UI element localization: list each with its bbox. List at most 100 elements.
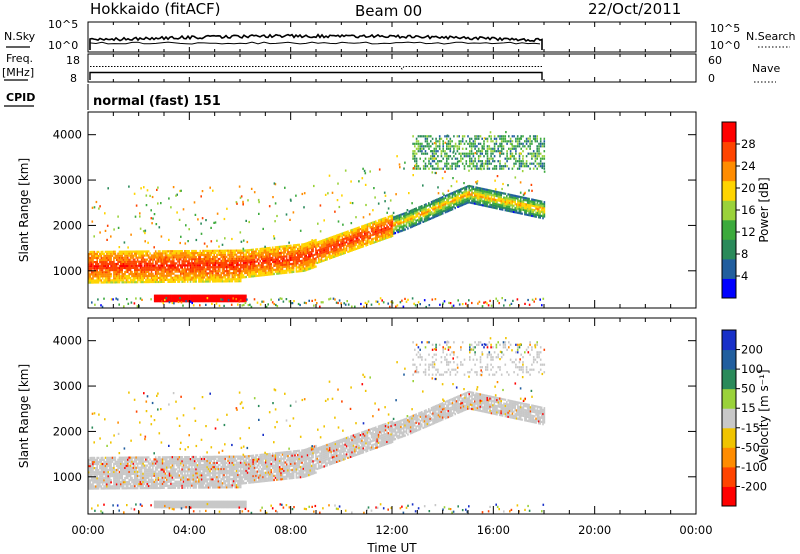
power-cell xyxy=(447,195,450,198)
power-cell xyxy=(225,270,228,273)
power-cell xyxy=(419,157,421,160)
power-cell xyxy=(150,268,153,271)
power-cell xyxy=(412,210,415,213)
power-cell xyxy=(416,219,419,222)
power-cell xyxy=(532,167,535,170)
power-cell xyxy=(327,253,330,256)
power-cell xyxy=(224,300,227,303)
power-cell xyxy=(344,303,347,306)
power-cell xyxy=(468,169,470,172)
power-cell xyxy=(368,231,370,234)
power-cell xyxy=(217,274,220,277)
power-cell xyxy=(96,265,98,268)
power-cell xyxy=(365,240,367,243)
power-cell xyxy=(338,243,341,246)
power-cell xyxy=(531,214,533,217)
power-cell xyxy=(213,255,215,259)
power-cell xyxy=(99,265,101,268)
power-cell xyxy=(263,259,266,262)
power-cell xyxy=(536,203,539,206)
power-cell xyxy=(189,298,191,301)
power-cell xyxy=(483,204,486,207)
power-cell xyxy=(475,186,477,189)
power-cell xyxy=(525,213,528,216)
power-cell xyxy=(184,254,186,257)
power-cell xyxy=(397,214,399,217)
power-cell xyxy=(317,255,320,258)
power-cell xyxy=(483,142,485,145)
power-cell xyxy=(157,254,160,257)
power-cell xyxy=(164,296,166,299)
power-cell xyxy=(145,204,148,207)
power-cell xyxy=(477,147,480,150)
power-cell xyxy=(206,276,208,279)
power-cell xyxy=(481,145,483,148)
power-cell xyxy=(499,193,501,196)
power-cell xyxy=(266,257,268,260)
power-cell xyxy=(90,250,93,253)
power-cell xyxy=(488,167,491,170)
power-cell xyxy=(160,256,163,259)
power-cell xyxy=(316,249,319,252)
power-cell xyxy=(299,247,302,250)
power-cell xyxy=(127,254,129,257)
power-cell xyxy=(127,279,129,282)
power-cell xyxy=(161,274,164,277)
power-cell xyxy=(382,234,384,237)
power-cell xyxy=(398,222,401,225)
power-cell xyxy=(506,199,508,202)
power-cell xyxy=(269,246,271,249)
power-cell xyxy=(347,236,349,239)
power-cell xyxy=(368,213,371,216)
power-cell xyxy=(354,236,356,239)
power-cell xyxy=(205,260,207,263)
power-cell xyxy=(113,279,115,282)
power-cell xyxy=(245,265,247,268)
power-cell xyxy=(135,268,137,271)
power-cell xyxy=(525,162,528,165)
power-cell xyxy=(474,165,476,168)
power-cell xyxy=(454,162,457,165)
power-cell xyxy=(227,274,229,277)
power-cell xyxy=(305,302,307,305)
power-cell xyxy=(486,140,489,143)
power-cell xyxy=(207,249,210,252)
power-cell xyxy=(125,264,128,267)
power-cell xyxy=(295,262,298,265)
power-cell xyxy=(436,206,438,209)
power-cell xyxy=(294,258,296,261)
power-cell xyxy=(140,250,143,253)
power-cell xyxy=(160,298,162,301)
power-cell xyxy=(404,228,406,231)
power-cell xyxy=(235,298,237,301)
power-cell xyxy=(337,244,339,247)
power-cell xyxy=(461,147,464,150)
power-cell xyxy=(433,211,436,215)
power-cell xyxy=(380,222,383,225)
power-cell xyxy=(486,137,489,140)
power-cell xyxy=(200,262,203,265)
power-cell xyxy=(223,276,225,279)
power-cell xyxy=(222,294,224,297)
power-cell xyxy=(383,235,385,238)
power-cell xyxy=(110,279,112,282)
power-cell xyxy=(493,204,496,207)
power-cell xyxy=(131,264,133,267)
power-cell xyxy=(182,260,185,263)
power-cell xyxy=(383,191,386,194)
power-cell xyxy=(415,152,418,155)
power-cell xyxy=(489,131,492,134)
power-cell xyxy=(430,140,432,143)
power-cell xyxy=(241,274,243,277)
power-cell xyxy=(536,199,539,202)
power-cell xyxy=(281,251,284,254)
power-cell xyxy=(336,246,338,249)
power-cell xyxy=(239,274,242,277)
power-cell xyxy=(231,237,233,241)
power-cell xyxy=(106,279,108,282)
power-cell xyxy=(535,211,537,214)
power-cell xyxy=(157,296,160,299)
power-cell xyxy=(202,249,204,252)
power-cell xyxy=(260,257,263,261)
power-cell xyxy=(140,276,143,280)
